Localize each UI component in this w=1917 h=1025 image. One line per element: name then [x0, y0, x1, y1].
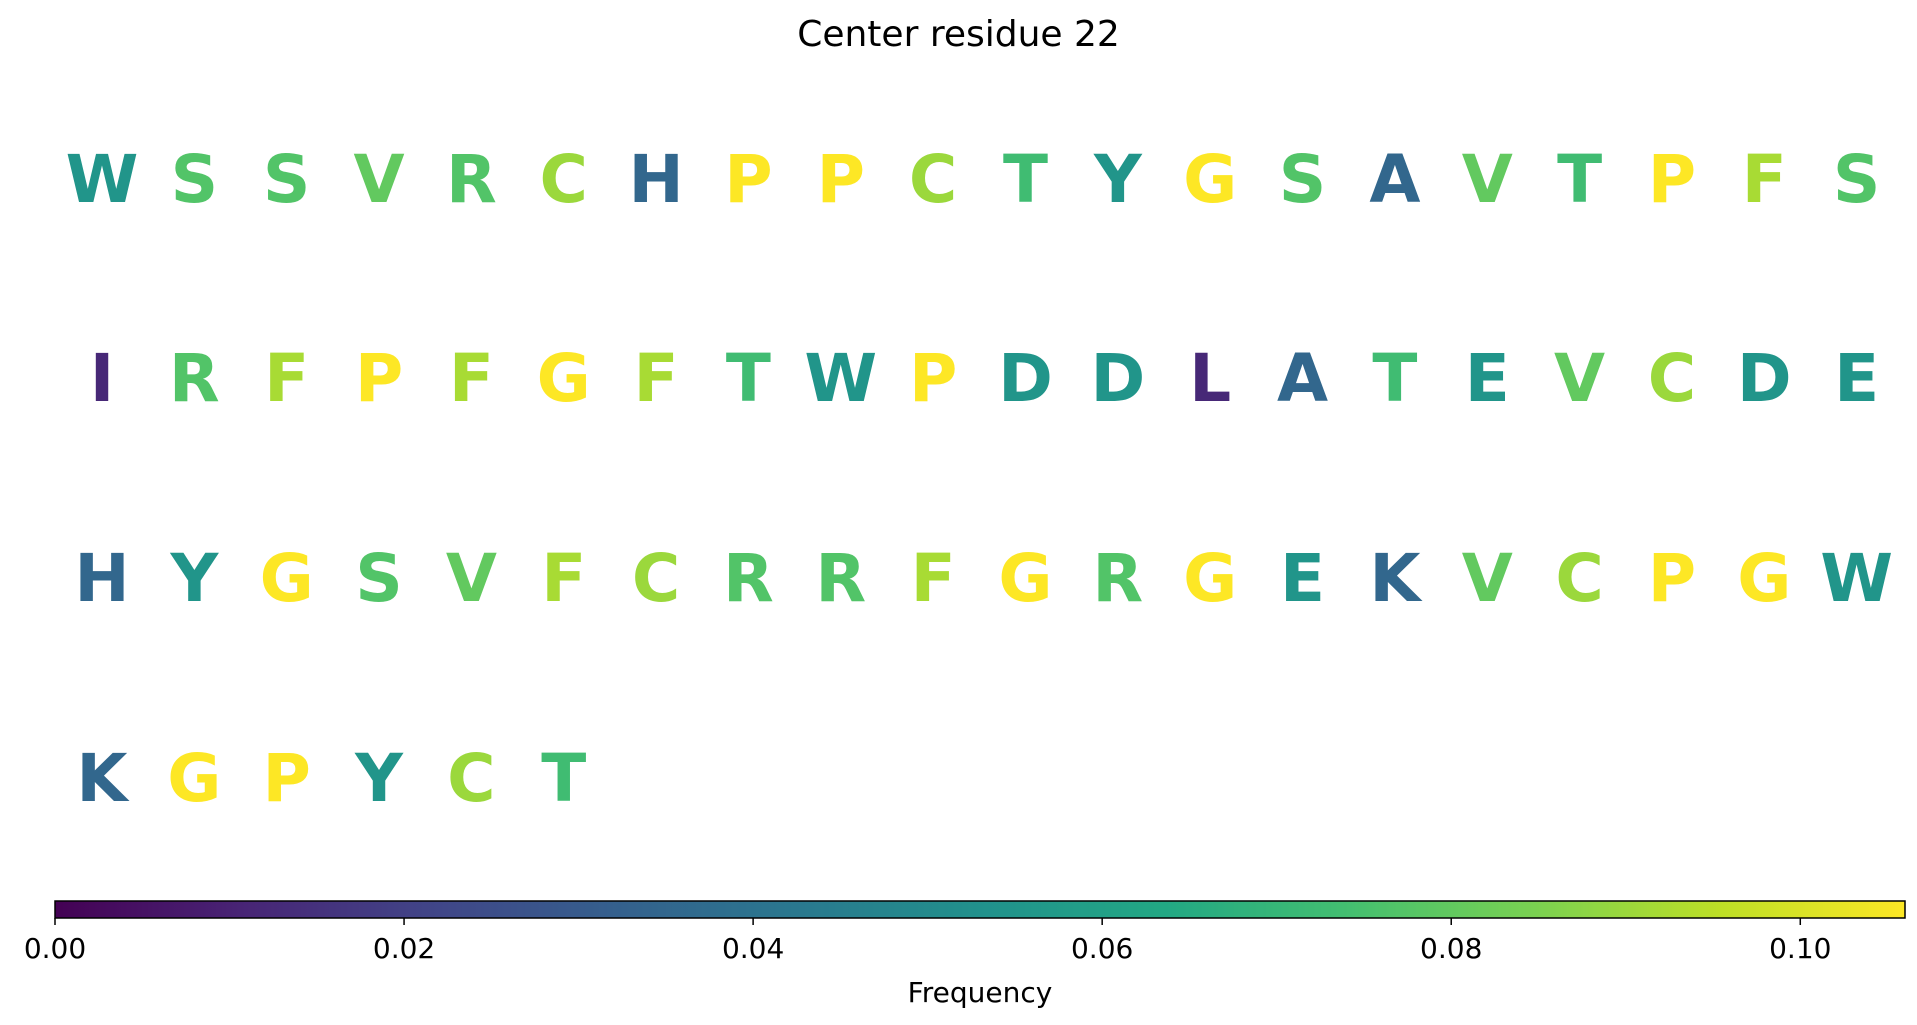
residue-letter: H	[74, 540, 129, 617]
chart-title: Center residue 22	[797, 14, 1120, 55]
residue-letter: F	[449, 340, 494, 417]
residue-letter: G	[1183, 141, 1237, 218]
residue-letter: F	[541, 540, 586, 617]
residue-letter: C	[540, 141, 588, 218]
residue-letter: C	[1555, 540, 1603, 617]
colorbar-tick-label: 0.06	[1071, 932, 1133, 965]
residue-grid: W S S V R C H P P C T Y G S A V T P F SI R F P F G F T W P D D L A T E V C D E…	[66, 141, 1893, 817]
residue-letter: V	[1462, 540, 1513, 617]
residue-letter: S	[263, 141, 311, 218]
residue-letter: V	[446, 540, 497, 617]
residue-letter: Y	[169, 540, 219, 617]
colorbar-tick-label: 0.00	[24, 932, 86, 965]
residue-letter: D	[998, 340, 1053, 417]
residue-letter: V	[1462, 141, 1513, 218]
residue-letter: R	[1092, 540, 1143, 617]
residue-letter: W	[1820, 540, 1893, 617]
residue-letter: C	[632, 540, 680, 617]
residue-letter: T	[1372, 340, 1417, 417]
residue-letter: A	[1277, 340, 1328, 417]
residue-letter: P	[909, 340, 957, 417]
residue-letter: T	[1003, 141, 1048, 218]
residue-letter: G	[167, 740, 221, 817]
colorbar-tick-label: 0.02	[373, 932, 435, 965]
residue-letter: C	[447, 740, 495, 817]
residue-letter: P	[263, 740, 311, 817]
residue-letter: I	[90, 340, 115, 417]
residue-letter: T	[1557, 141, 1602, 218]
residue-letter: C	[1648, 340, 1696, 417]
residue-letter: V	[1554, 340, 1605, 417]
residue-letter: G	[1183, 540, 1237, 617]
residue-letter: T	[726, 340, 771, 417]
residue-letter: F	[911, 540, 956, 617]
residue-letter: R	[169, 340, 220, 417]
colorbar-tick-label: 0.10	[1769, 932, 1831, 965]
residue-letter: L	[1189, 340, 1231, 417]
residue-letter: S	[171, 141, 219, 218]
residue-letter: G	[537, 340, 591, 417]
residue-letter: Y	[354, 740, 404, 817]
residue-letter: F	[264, 340, 309, 417]
residue-letter: Y	[1093, 141, 1143, 218]
colorbar-label: Frequency	[908, 976, 1053, 1009]
residue-letter: R	[815, 540, 866, 617]
colorbar-tick-label: 0.08	[1420, 932, 1482, 965]
residue-letter: P	[355, 340, 403, 417]
residue-letter: T	[541, 740, 586, 817]
residue-letter: S	[355, 540, 403, 617]
residue-letter: S	[1279, 141, 1327, 218]
residue-letter: A	[1369, 141, 1420, 218]
residue-letter: E	[1834, 340, 1879, 417]
residue-letter: P	[817, 141, 865, 218]
residue-letter: G	[260, 540, 314, 617]
residue-letter: D	[1090, 340, 1145, 417]
residue-letter: C	[909, 141, 957, 218]
residue-letter: F	[1742, 141, 1787, 218]
residue-letter: P	[1648, 141, 1696, 218]
residue-letter: K	[76, 740, 130, 817]
residue-letter: E	[1465, 340, 1510, 417]
residue-letter: V	[354, 141, 405, 218]
residue-letter: R	[446, 141, 497, 218]
residue-letter: P	[724, 141, 772, 218]
residue-letter: H	[628, 141, 683, 218]
residue-letter: G	[998, 540, 1052, 617]
residue-letter: D	[1737, 340, 1792, 417]
residue-letter: W	[66, 141, 139, 218]
colorbar-tick-label: 0.04	[722, 932, 784, 965]
colorbar: 0.00 0.02 0.04 0.06 0.08 0.10	[24, 900, 1906, 965]
residue-letter: F	[634, 340, 679, 417]
residue-letter: G	[1737, 540, 1791, 617]
colorbar-gradient	[54, 900, 1906, 919]
residue-letter: R	[723, 540, 774, 617]
residue-letter: S	[1833, 141, 1881, 218]
residue-letter: K	[1369, 540, 1423, 617]
residue-letter: E	[1280, 540, 1325, 617]
residue-letter: W	[804, 340, 877, 417]
residue-letter: P	[1648, 540, 1696, 617]
